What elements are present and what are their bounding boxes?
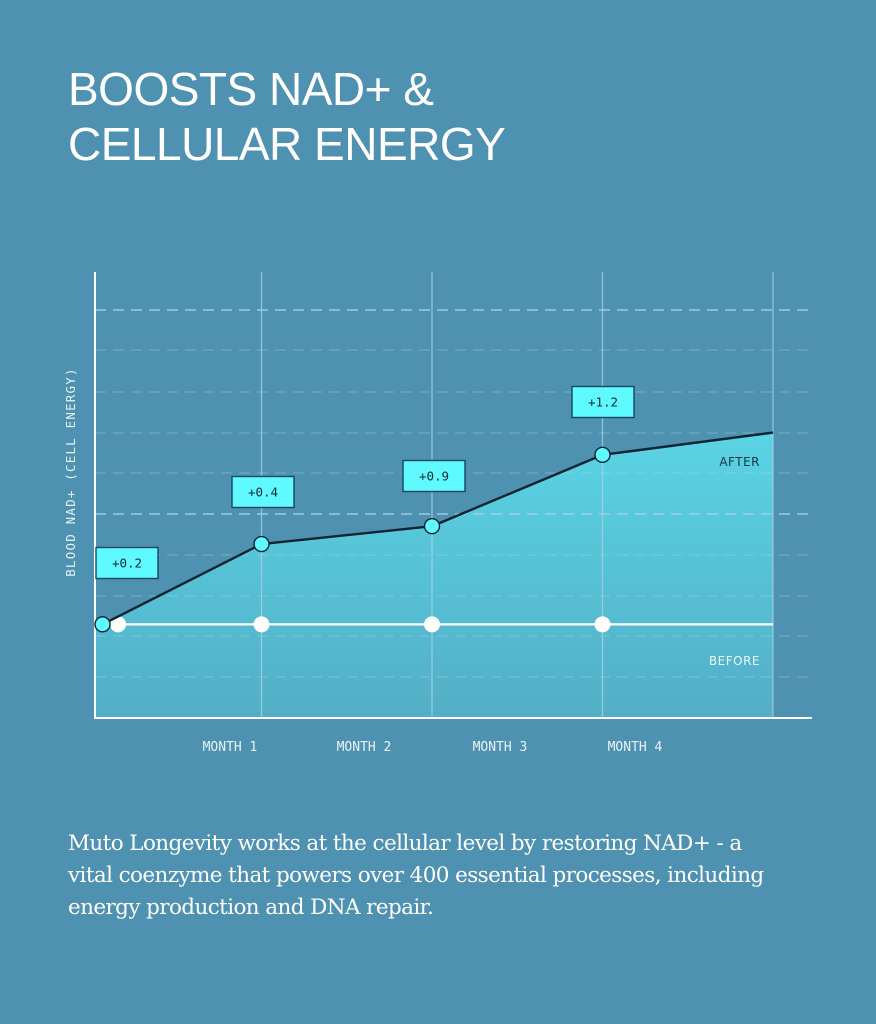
after-marker [594, 446, 611, 464]
gain-label: +0.4 [231, 475, 295, 509]
series-label-before: BEFORE [709, 654, 760, 668]
after-marker [253, 535, 270, 553]
after-marker [94, 616, 111, 633]
x-tick-label-month-3: MONTH 3 [473, 740, 528, 755]
after-marker [423, 518, 441, 535]
gain-label-text: +0.9 [419, 469, 449, 484]
gain-label-text: +1.2 [588, 395, 618, 410]
after-area [95, 432, 773, 718]
y-axis-label: BLOOD NAD+ (CELL ENERGY) [63, 367, 78, 576]
annotation-layer: +0.2 +0.4 +0.9 +1.2 [95, 385, 635, 580]
gain-label-box [402, 459, 466, 493]
title-line-2: CELLULAR ENERGY [68, 118, 506, 170]
series-label-after: AFTER [719, 455, 760, 469]
gain-label: +1.2 [571, 385, 635, 419]
gain-label-box [571, 385, 635, 419]
before-marker [424, 616, 440, 633]
page-title: BOOSTS NAD+ & CELLULAR ENERGY [68, 62, 506, 172]
before-marker [253, 616, 270, 633]
x-tick-label-month-1: MONTH 1 [203, 740, 258, 755]
x-tick-label-month-2: MONTH 2 [337, 740, 392, 755]
gain-label: +0.9 [402, 459, 466, 493]
gain-label-text: +0.2 [112, 556, 142, 571]
before-series-layer [95, 616, 773, 633]
description-text: Muto Longevity works at the cellular lev… [68, 831, 764, 920]
gain-label-box [95, 546, 159, 580]
after-series-layer [94, 431, 774, 633]
after-area-layer [95, 432, 773, 718]
title-line-1: BOOSTS NAD+ & [68, 63, 434, 115]
x-tick-label-month-4: MONTH 4 [608, 740, 663, 755]
gain-label: +0.2 [95, 546, 159, 580]
gain-label-box [231, 475, 295, 509]
before-marker [594, 616, 611, 633]
before-marker [110, 616, 127, 633]
gain-label-text: +0.4 [248, 485, 278, 500]
axis-layer [94, 272, 812, 719]
